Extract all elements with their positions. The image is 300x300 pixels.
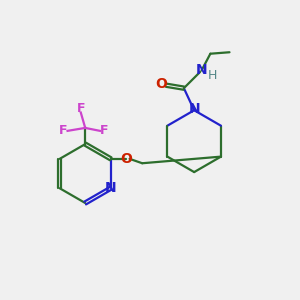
Text: N: N xyxy=(188,102,200,116)
Text: N: N xyxy=(105,181,116,195)
Text: O: O xyxy=(120,152,132,166)
Text: O: O xyxy=(155,77,167,91)
Text: F: F xyxy=(59,124,68,137)
Text: N: N xyxy=(196,64,207,77)
Text: F: F xyxy=(76,102,85,115)
Text: H: H xyxy=(208,69,217,82)
Text: F: F xyxy=(100,124,109,137)
